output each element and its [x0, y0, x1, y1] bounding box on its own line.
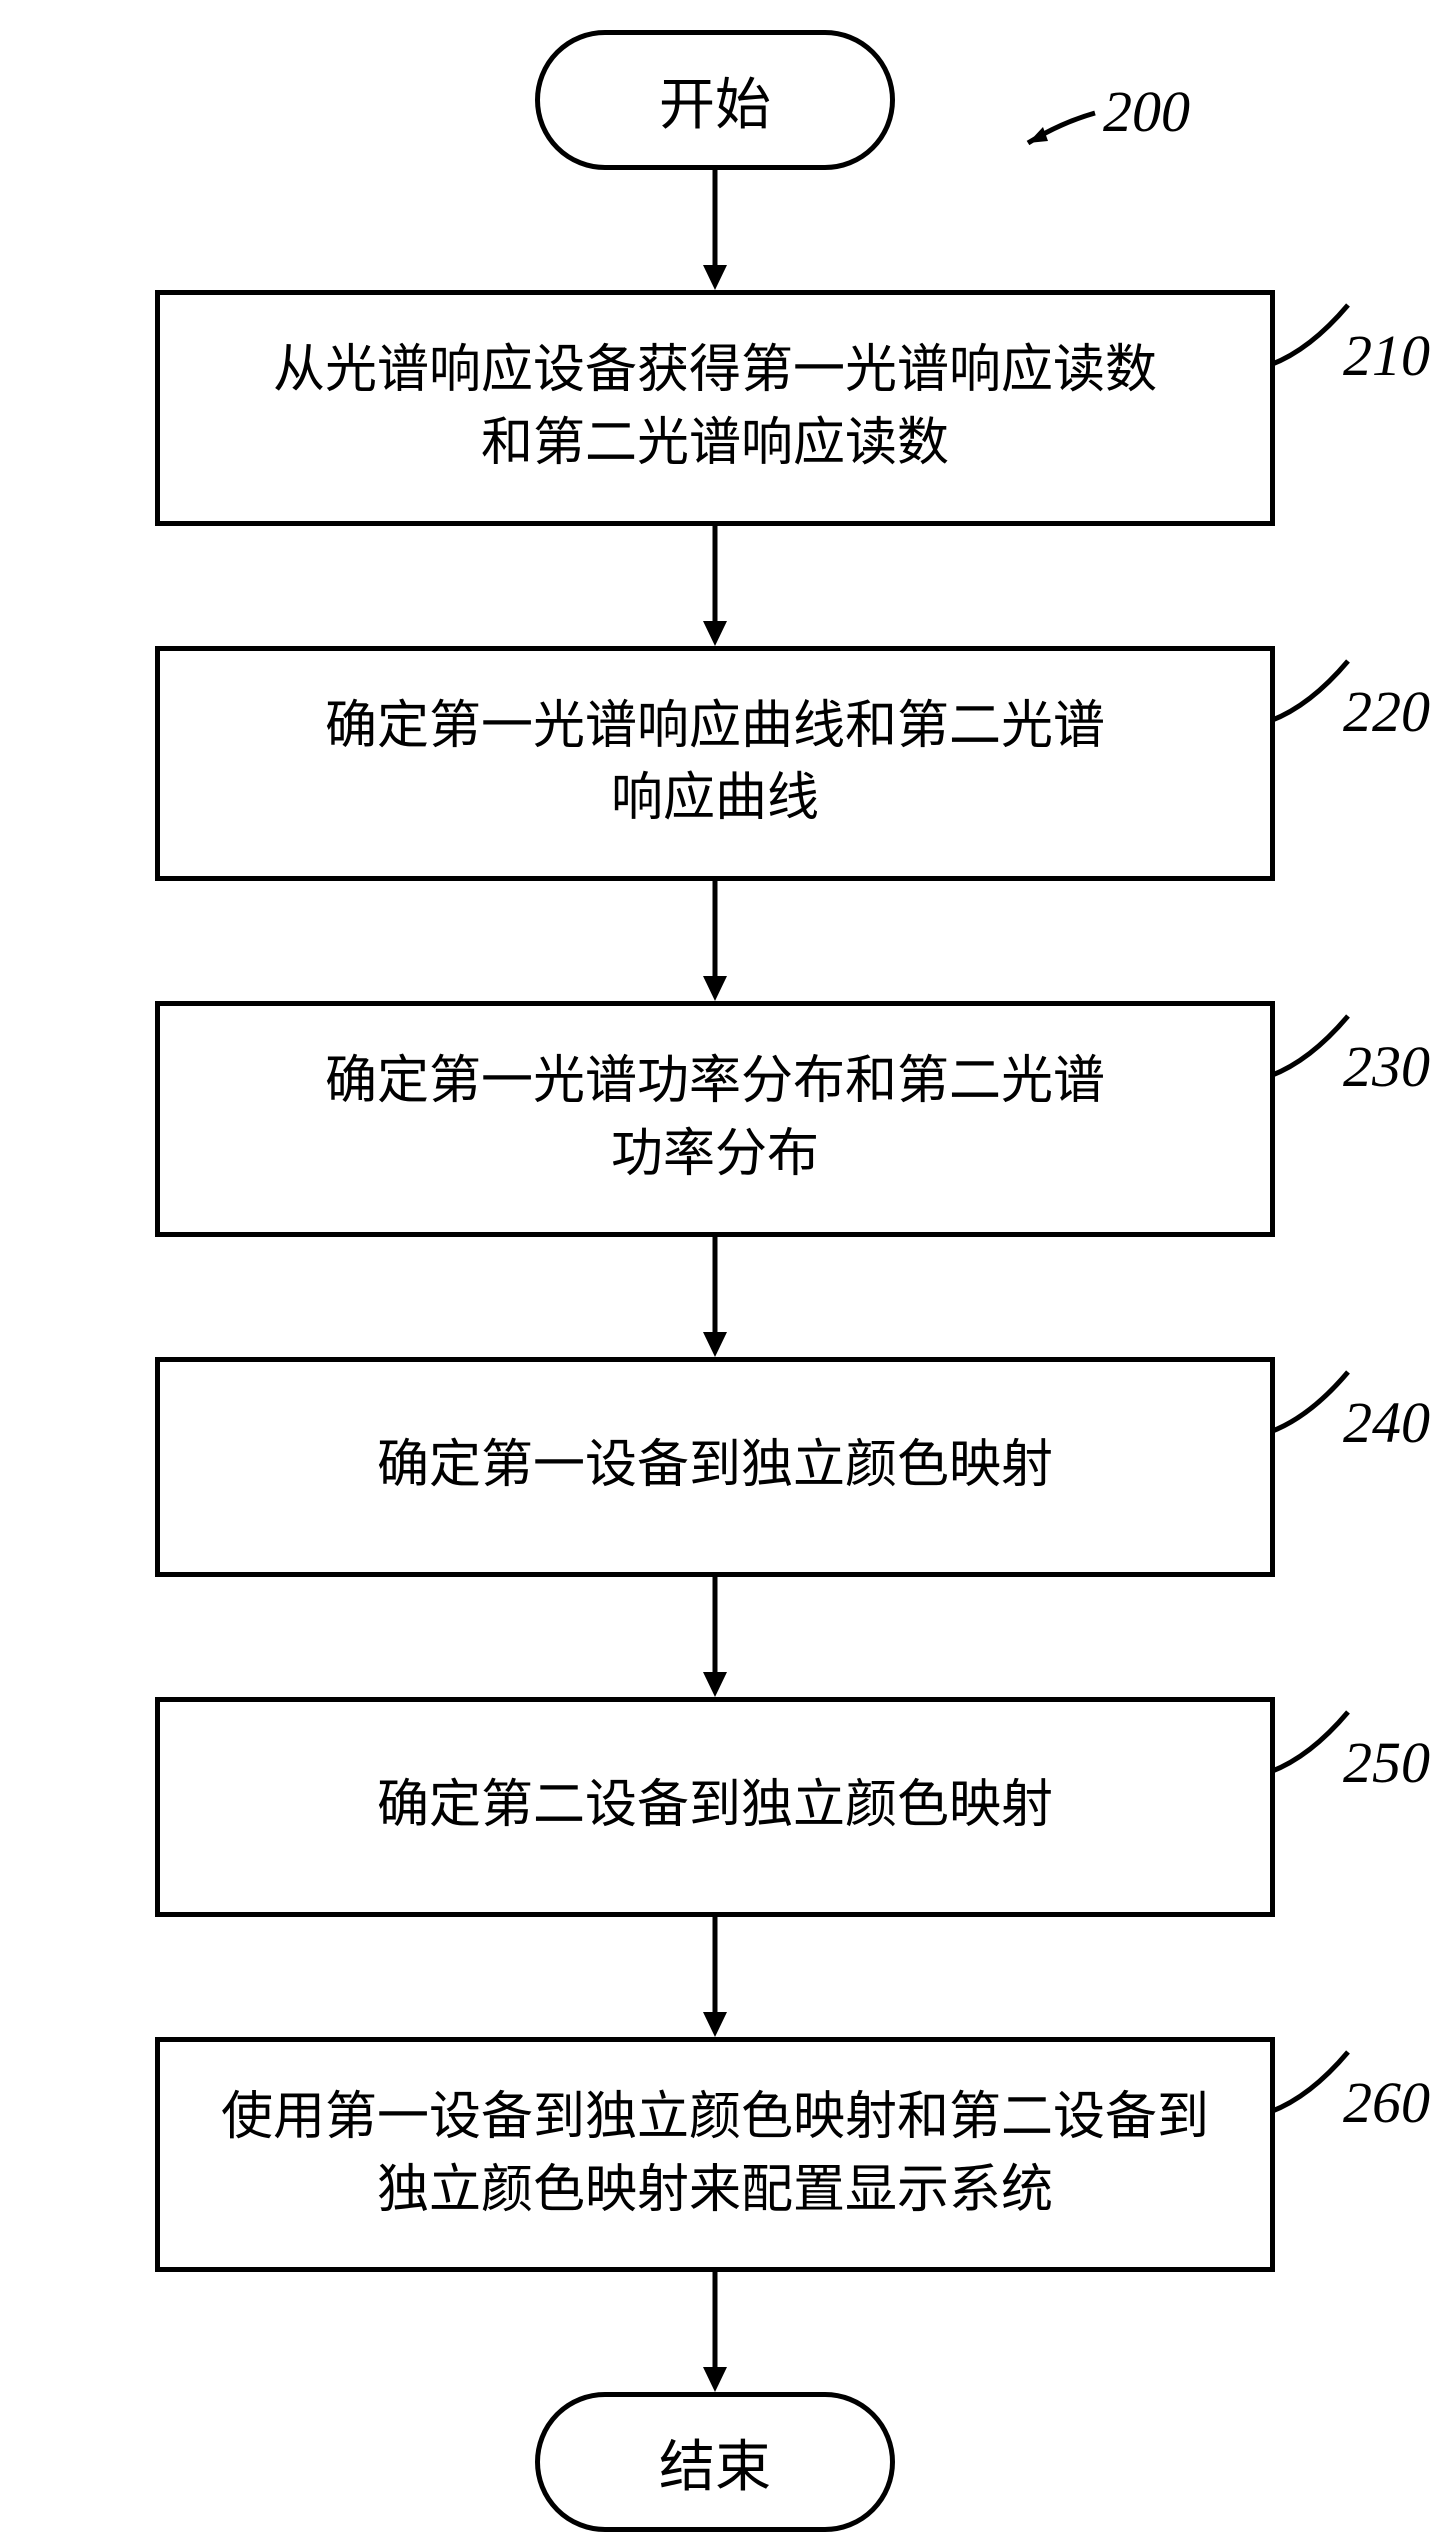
figure-arrow-icon — [1010, 105, 1100, 155]
arrow — [60, 1237, 1370, 1357]
process-step-220: 确定第一光谱响应曲线和第二光谱 响应曲线 220 — [155, 646, 1275, 882]
arrow — [60, 881, 1370, 1001]
step-text-line1: 使用第一设备到独立颜色映射和第二设备到 — [221, 2082, 1209, 2155]
step-label: 210 — [1343, 315, 1430, 396]
step-text-line1: 确定第一光谱响应曲线和第二光谱 — [325, 691, 1105, 764]
start-terminal: 开始 — [535, 30, 895, 170]
process-step-210: 从光谱响应设备获得第一光谱响应读数 和第二光谱响应读数 210 — [155, 290, 1275, 526]
step-label: 250 — [1343, 1722, 1430, 1803]
step-text-line2: 独立颜色映射来配置显示系统 — [221, 2155, 1209, 2228]
process-step-230: 确定第一光谱功率分布和第二光谱 功率分布 230 — [155, 1001, 1275, 1237]
process-step-250: 确定第二设备到独立颜色映射 250 — [155, 1697, 1275, 1917]
step-text-line1: 确定第二设备到独立颜色映射 — [377, 1770, 1053, 1843]
arrow — [60, 170, 1370, 290]
arrow — [60, 1917, 1370, 2037]
flowchart-container: 200 开始 从光谱响应设备获得第一光谱响应读数 和第二光谱响应读数 210 确… — [60, 30, 1370, 2532]
step-label: 260 — [1343, 2062, 1430, 2143]
step-label: 230 — [1343, 1026, 1430, 1107]
end-label: 结束 — [659, 2422, 771, 2503]
process-step-260: 使用第一设备到独立颜色映射和第二设备到 独立颜色映射来配置显示系统 260 — [155, 2037, 1275, 2273]
step-label: 240 — [1343, 1382, 1430, 1463]
step-text-line1: 确定第一光谱功率分布和第二光谱 — [325, 1046, 1105, 1119]
figure-label: 200 — [1103, 78, 1190, 145]
step-text-line2: 响应曲线 — [325, 763, 1105, 836]
step-text-line2: 和第二光谱响应读数 — [273, 408, 1157, 481]
arrow — [60, 1577, 1370, 1697]
start-label: 开始 — [659, 60, 771, 141]
step-text-line2: 功率分布 — [325, 1119, 1105, 1192]
end-terminal: 结束 — [535, 2392, 895, 2532]
process-step-240: 确定第一设备到独立颜色映射 240 — [155, 1357, 1275, 1577]
step-label: 220 — [1343, 671, 1430, 752]
step-text-line1: 确定第一设备到独立颜色映射 — [377, 1430, 1053, 1503]
arrow — [60, 2272, 1370, 2392]
step-text-line1: 从光谱响应设备获得第一光谱响应读数 — [273, 335, 1157, 408]
arrow — [60, 526, 1370, 646]
